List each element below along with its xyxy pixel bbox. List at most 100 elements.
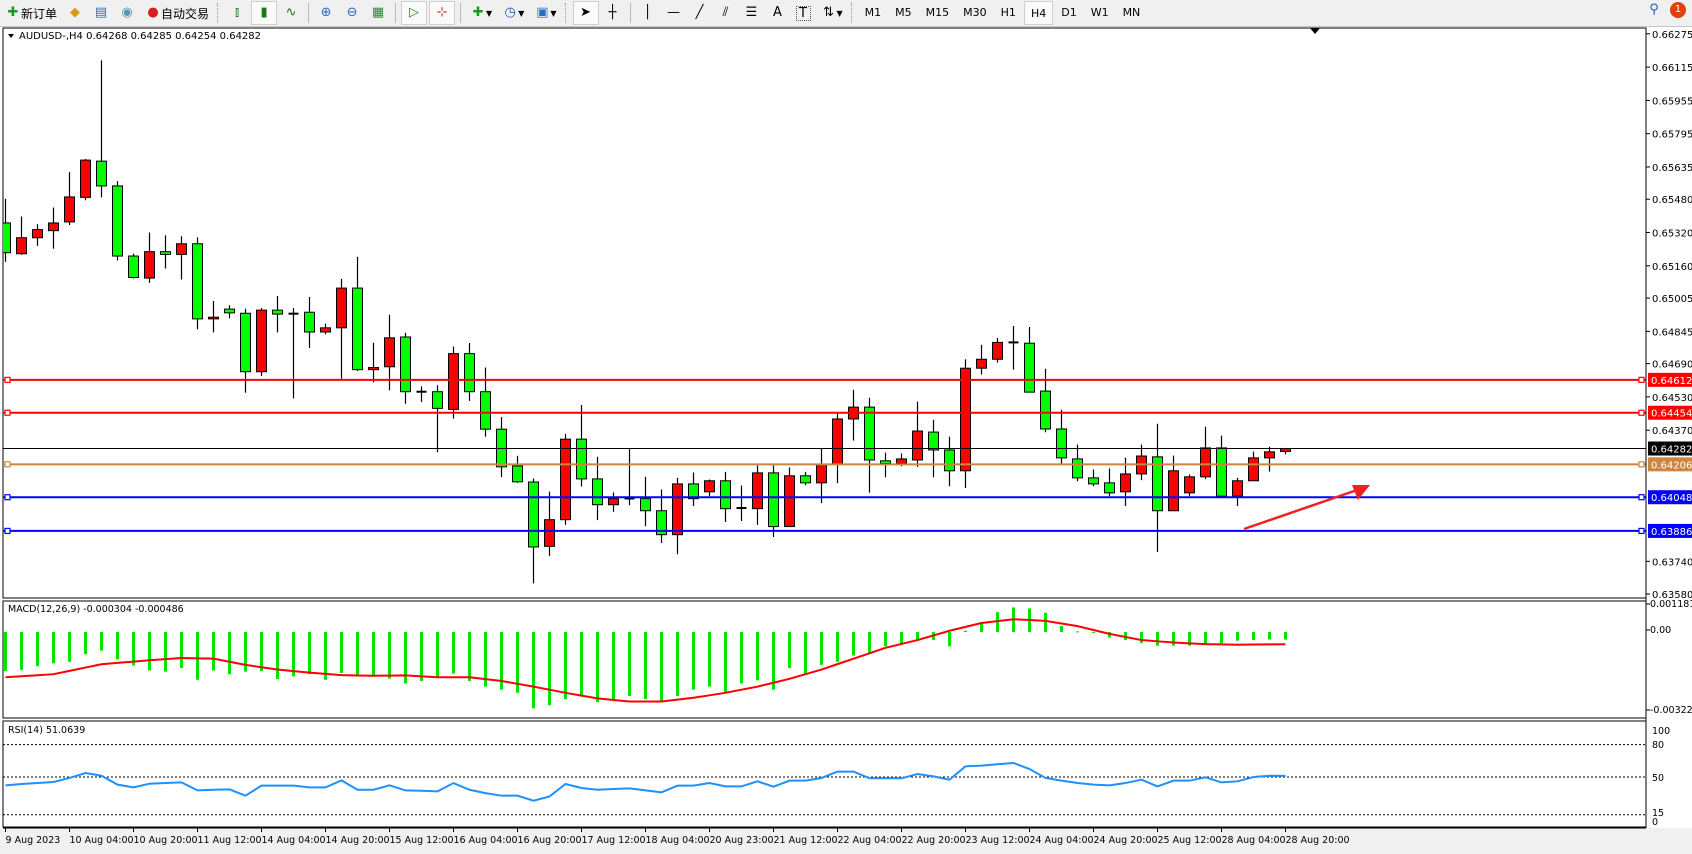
- candle: [1264, 446, 1275, 472]
- trend-arrow[interactable]: [1243, 487, 1361, 531]
- price-tag: [1648, 490, 1692, 505]
- new-order-button[interactable]: ✚ 新订单: [1, 2, 61, 24]
- timeframe-m5[interactable]: M5: [895, 5, 912, 19]
- level-handle[interactable]: [1638, 409, 1645, 416]
- vertical-line-button[interactable]: │: [636, 2, 660, 24]
- tile-windows-button[interactable]: ▦: [366, 2, 390, 24]
- macd-histogram-bar: [4, 632, 7, 672]
- timeframe-mn[interactable]: MN: [1122, 5, 1141, 19]
- timeframe-m1[interactable]: M1: [864, 5, 882, 19]
- rsi-pane[interactable]: [2, 720, 1647, 828]
- timeframe-w1[interactable]: W1: [1090, 5, 1109, 19]
- candle-body: [304, 311, 315, 333]
- chart-shift-icon: ⊹: [436, 5, 448, 20]
- time-label: 24 Aug 04:00: [1030, 835, 1094, 846]
- zoom-in-button[interactable]: ⊕: [314, 2, 338, 24]
- candle-body: [1264, 451, 1275, 459]
- level-handle[interactable]: [4, 409, 11, 416]
- search-icon[interactable]: ⚲: [1649, 2, 1659, 17]
- line-chart-button[interactable]: ∿: [279, 2, 303, 24]
- macd-histogram-bar: [852, 632, 855, 656]
- chart-shift-button[interactable]: ⊹: [429, 1, 456, 25]
- notification-badge[interactable]: 1: [1670, 2, 1686, 18]
- candle-body: [928, 431, 939, 451]
- candle-body: [176, 243, 187, 255]
- price-tag-label: 0.63886: [1651, 527, 1692, 538]
- candle-body: [576, 438, 587, 480]
- text-label-button[interactable]: T: [792, 2, 815, 24]
- price-tick-label: 0.65795: [1652, 130, 1692, 141]
- level-handle[interactable]: [4, 461, 11, 468]
- chart-shift-marker[interactable]: [1310, 28, 1320, 34]
- signals-button[interactable]: ◉: [115, 2, 139, 24]
- candlestick-button[interactable]: ▮: [251, 1, 278, 25]
- macd-histogram-bar: [1204, 632, 1207, 645]
- macd-histogram-bar: [772, 632, 775, 690]
- timeframe-h1[interactable]: H1: [1000, 5, 1016, 19]
- candle-body: [1184, 476, 1195, 494]
- macd-histogram-bar: [420, 632, 423, 682]
- candle: [96, 60, 107, 198]
- level-handle[interactable]: [1638, 527, 1645, 535]
- trendline-button[interactable]: ╱: [688, 2, 712, 24]
- candle: [1056, 409, 1067, 464]
- timeframe-h4[interactable]: H4: [1023, 1, 1054, 25]
- candle: [240, 308, 251, 393]
- toolbar-grip[interactable]: [850, 3, 855, 23]
- candle: [944, 436, 955, 487]
- timeframe-m15[interactable]: M15: [925, 5, 950, 19]
- candle: [320, 323, 331, 335]
- separator: [395, 3, 397, 23]
- chart-menu-icon[interactable]: [8, 34, 14, 38]
- timeframe-m30[interactable]: M30: [963, 5, 987, 19]
- price-tick-label: 0.63740: [1652, 557, 1692, 568]
- price-tag-label: 0.64612: [1651, 376, 1692, 387]
- templates-button[interactable]: ▣ ▼: [530, 2, 560, 24]
- candle: [1104, 468, 1115, 497]
- bar-chart-button[interactable]: ⫾: [225, 2, 249, 24]
- crosshair-button[interactable]: ┼: [601, 2, 625, 24]
- zoom-out-button[interactable]: ⊖: [340, 2, 364, 24]
- separator: [460, 3, 462, 23]
- auto-scroll-button[interactable]: ▷: [401, 1, 428, 25]
- toolbar-grip[interactable]: [217, 3, 221, 23]
- periods-button[interactable]: ◷ ▼: [498, 2, 528, 24]
- new-order-label: 新订单: [21, 6, 58, 21]
- candle-body: [896, 458, 907, 465]
- macd-histogram-bar: [468, 632, 471, 682]
- level-handle[interactable]: [1638, 494, 1645, 501]
- horizontal-line-button[interactable]: —: [662, 2, 686, 24]
- candle: [512, 455, 523, 483]
- candle-body: [352, 287, 363, 371]
- candle: [336, 278, 347, 379]
- terminal-button[interactable]: ▤: [89, 2, 113, 24]
- level-handle[interactable]: [1638, 461, 1645, 468]
- candle: [416, 386, 427, 402]
- toolbar-grip[interactable]: [564, 3, 569, 23]
- candle: [768, 465, 779, 537]
- candle-body: [912, 430, 923, 461]
- macd-label: MACD(12,26,9) -0.000304 -0.000486: [8, 604, 184, 615]
- equidistant-channel-button[interactable]: ⫽: [714, 2, 738, 24]
- arrows-button[interactable]: ⇅ ▼: [817, 2, 847, 24]
- timeframe-d1[interactable]: D1: [1061, 5, 1077, 19]
- macd-histogram-bar: [1060, 625, 1063, 632]
- time-label: 28 Aug 20:00: [1286, 835, 1350, 846]
- level-handle[interactable]: [1638, 376, 1645, 383]
- metaeditor-button[interactable]: ◆: [63, 2, 87, 24]
- candle: [3, 198, 11, 262]
- macd-histogram-bar: [516, 632, 519, 693]
- text-button[interactable]: A: [766, 2, 790, 24]
- level-handle[interactable]: [4, 527, 11, 535]
- candle-body: [1056, 428, 1067, 459]
- level-handle[interactable]: [4, 376, 11, 383]
- macd-pane[interactable]: [2, 600, 1647, 719]
- candle: [464, 343, 475, 401]
- fibonacci-button[interactable]: ☰: [740, 2, 764, 24]
- auto-trading-button[interactable]: ● 自动交易: [141, 2, 213, 24]
- macd-histogram-bar: [180, 632, 183, 668]
- cursor-button[interactable]: ➤: [572, 1, 599, 25]
- level-handle[interactable]: [4, 494, 11, 501]
- indicators-button[interactable]: ✚ ▼: [466, 2, 496, 24]
